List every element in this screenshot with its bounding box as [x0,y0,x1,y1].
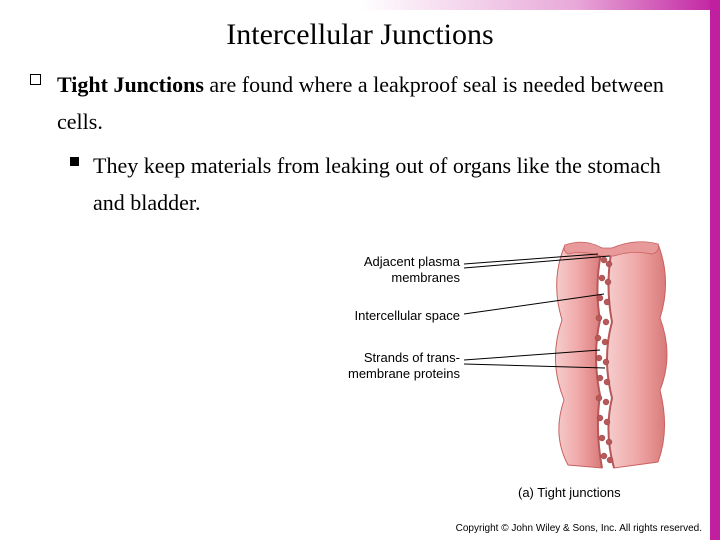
sub-bullet-marker [70,157,79,166]
bullet-item: Tight Junctions are found where a leakpr… [24,66,696,141]
copyright-text: Copyright © John Wiley & Sons, Inc. All … [456,523,702,534]
bullet-text: Tight Junctions are found where a leakpr… [57,66,696,141]
right-edge-bar [710,0,720,540]
sub-bullet-text: They keep materials from leaking out of … [93,147,696,222]
figure-caption: (a) Tight junctions [518,485,621,500]
top-gradient-bar [0,0,720,10]
tissue-diagram [540,240,690,480]
bullet-bold: Tight Junctions [57,72,204,97]
bullet-marker [30,74,41,85]
figure-label-3: Strands of trans- membrane proteins [340,350,460,381]
anatomy-figure: Adjacent plasma membranes Intercellular … [340,240,680,500]
slide-title: Intercellular Junctions [24,18,696,52]
figure-label-1: Adjacent plasma membranes [340,254,460,285]
sub-bullet-item: They keep materials from leaking out of … [70,147,696,222]
slide-content: Intercellular Junctions Tight Junctions … [0,0,720,222]
figure-label-2: Intercellular space [340,308,460,324]
